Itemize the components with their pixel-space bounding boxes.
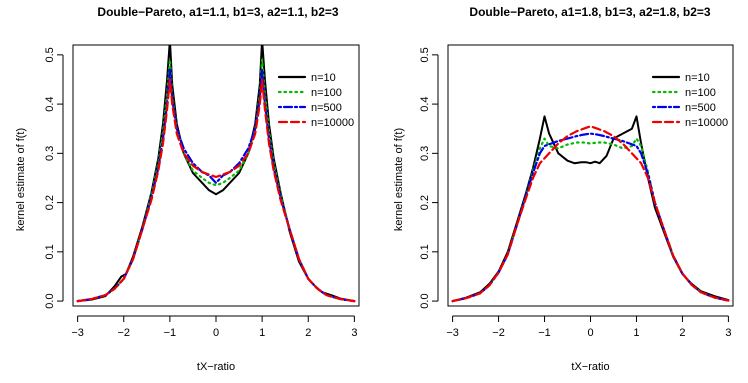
x-tick-label: 3 — [725, 327, 731, 339]
series-line-n-10000 — [451, 125, 730, 303]
legend-label: n=10 — [311, 72, 336, 84]
y-tick-label: 0.2 — [419, 195, 431, 210]
x-tick-label: −2 — [117, 327, 130, 339]
legend-label: n=10000 — [685, 117, 728, 129]
y-tick-label: 0.2 — [44, 195, 56, 210]
x-tick-label: 0 — [587, 327, 593, 339]
legend-label: n=10000 — [311, 117, 354, 129]
y-axis-label: kernel estimate of f(t) — [393, 128, 405, 231]
y-tick-label: 0.5 — [419, 47, 431, 62]
chart-title: Double−Pareto, a1=1.1, b1=3, a2=1.1, b2=… — [97, 5, 338, 19]
y-tick-label: 0.4 — [419, 96, 431, 111]
series-line-n-500 — [76, 68, 356, 303]
x-tick-label: −1 — [538, 327, 551, 339]
y-tick-label: 0.4 — [44, 96, 56, 111]
legend-label: n=10 — [685, 72, 710, 84]
y-tick-label: 0.1 — [44, 244, 56, 259]
legend-label: n=100 — [311, 87, 342, 99]
x-tick-label: −3 — [71, 327, 84, 339]
x-tick-label: 2 — [305, 327, 311, 339]
chart-panel-1: Double−Pareto, a1=1.1, b1=3, a2=1.1, b2=… — [15, 5, 360, 373]
x-tick-label: −3 — [446, 327, 459, 339]
x-tick-label: 1 — [633, 327, 639, 339]
legend: n=10 n=100 n=500 n=10000 — [651, 72, 728, 129]
y-tick-label: 0.1 — [419, 244, 431, 259]
x-tick-label: 0 — [213, 327, 219, 339]
y-tick-label: 0.3 — [419, 146, 431, 161]
plot-frame — [72, 44, 360, 307]
chart-title: Double−Pareto, a1=1.8, b1=3, a2=1.8, b2=… — [469, 5, 710, 19]
legend: n=10 n=100 n=500 n=10000 — [277, 72, 354, 129]
legend-label: n=100 — [685, 87, 716, 99]
legend-label: n=500 — [311, 102, 342, 114]
series-group — [451, 115, 730, 303]
series-group — [76, 45, 356, 303]
y-tick-label: 0.3 — [44, 146, 56, 161]
series-line-n-10000 — [76, 78, 356, 303]
x-tick-label: 2 — [679, 327, 685, 339]
series-line-n-10 — [451, 115, 730, 303]
series-line-n-500 — [451, 132, 730, 303]
plot-frame — [447, 44, 734, 307]
x-tick-label: −2 — [492, 327, 505, 339]
chart-panel-2: Double−Pareto, a1=1.8, b1=3, a2=1.8, b2=… — [393, 5, 734, 373]
y-tick-label: 0.0 — [419, 293, 431, 308]
x-tick-label: 1 — [259, 327, 265, 339]
x-tick-label: 3 — [351, 327, 357, 339]
x-axis-label: tX−ratio — [197, 361, 235, 373]
x-axis-label: tX−ratio — [571, 361, 609, 373]
legend-label: n=500 — [685, 102, 716, 114]
y-tick-label: 0.0 — [44, 293, 56, 308]
y-axis-label: kernel estimate of f(t) — [15, 128, 27, 231]
x-tick-label: −1 — [164, 327, 177, 339]
y-tick-label: 0.5 — [44, 47, 56, 62]
